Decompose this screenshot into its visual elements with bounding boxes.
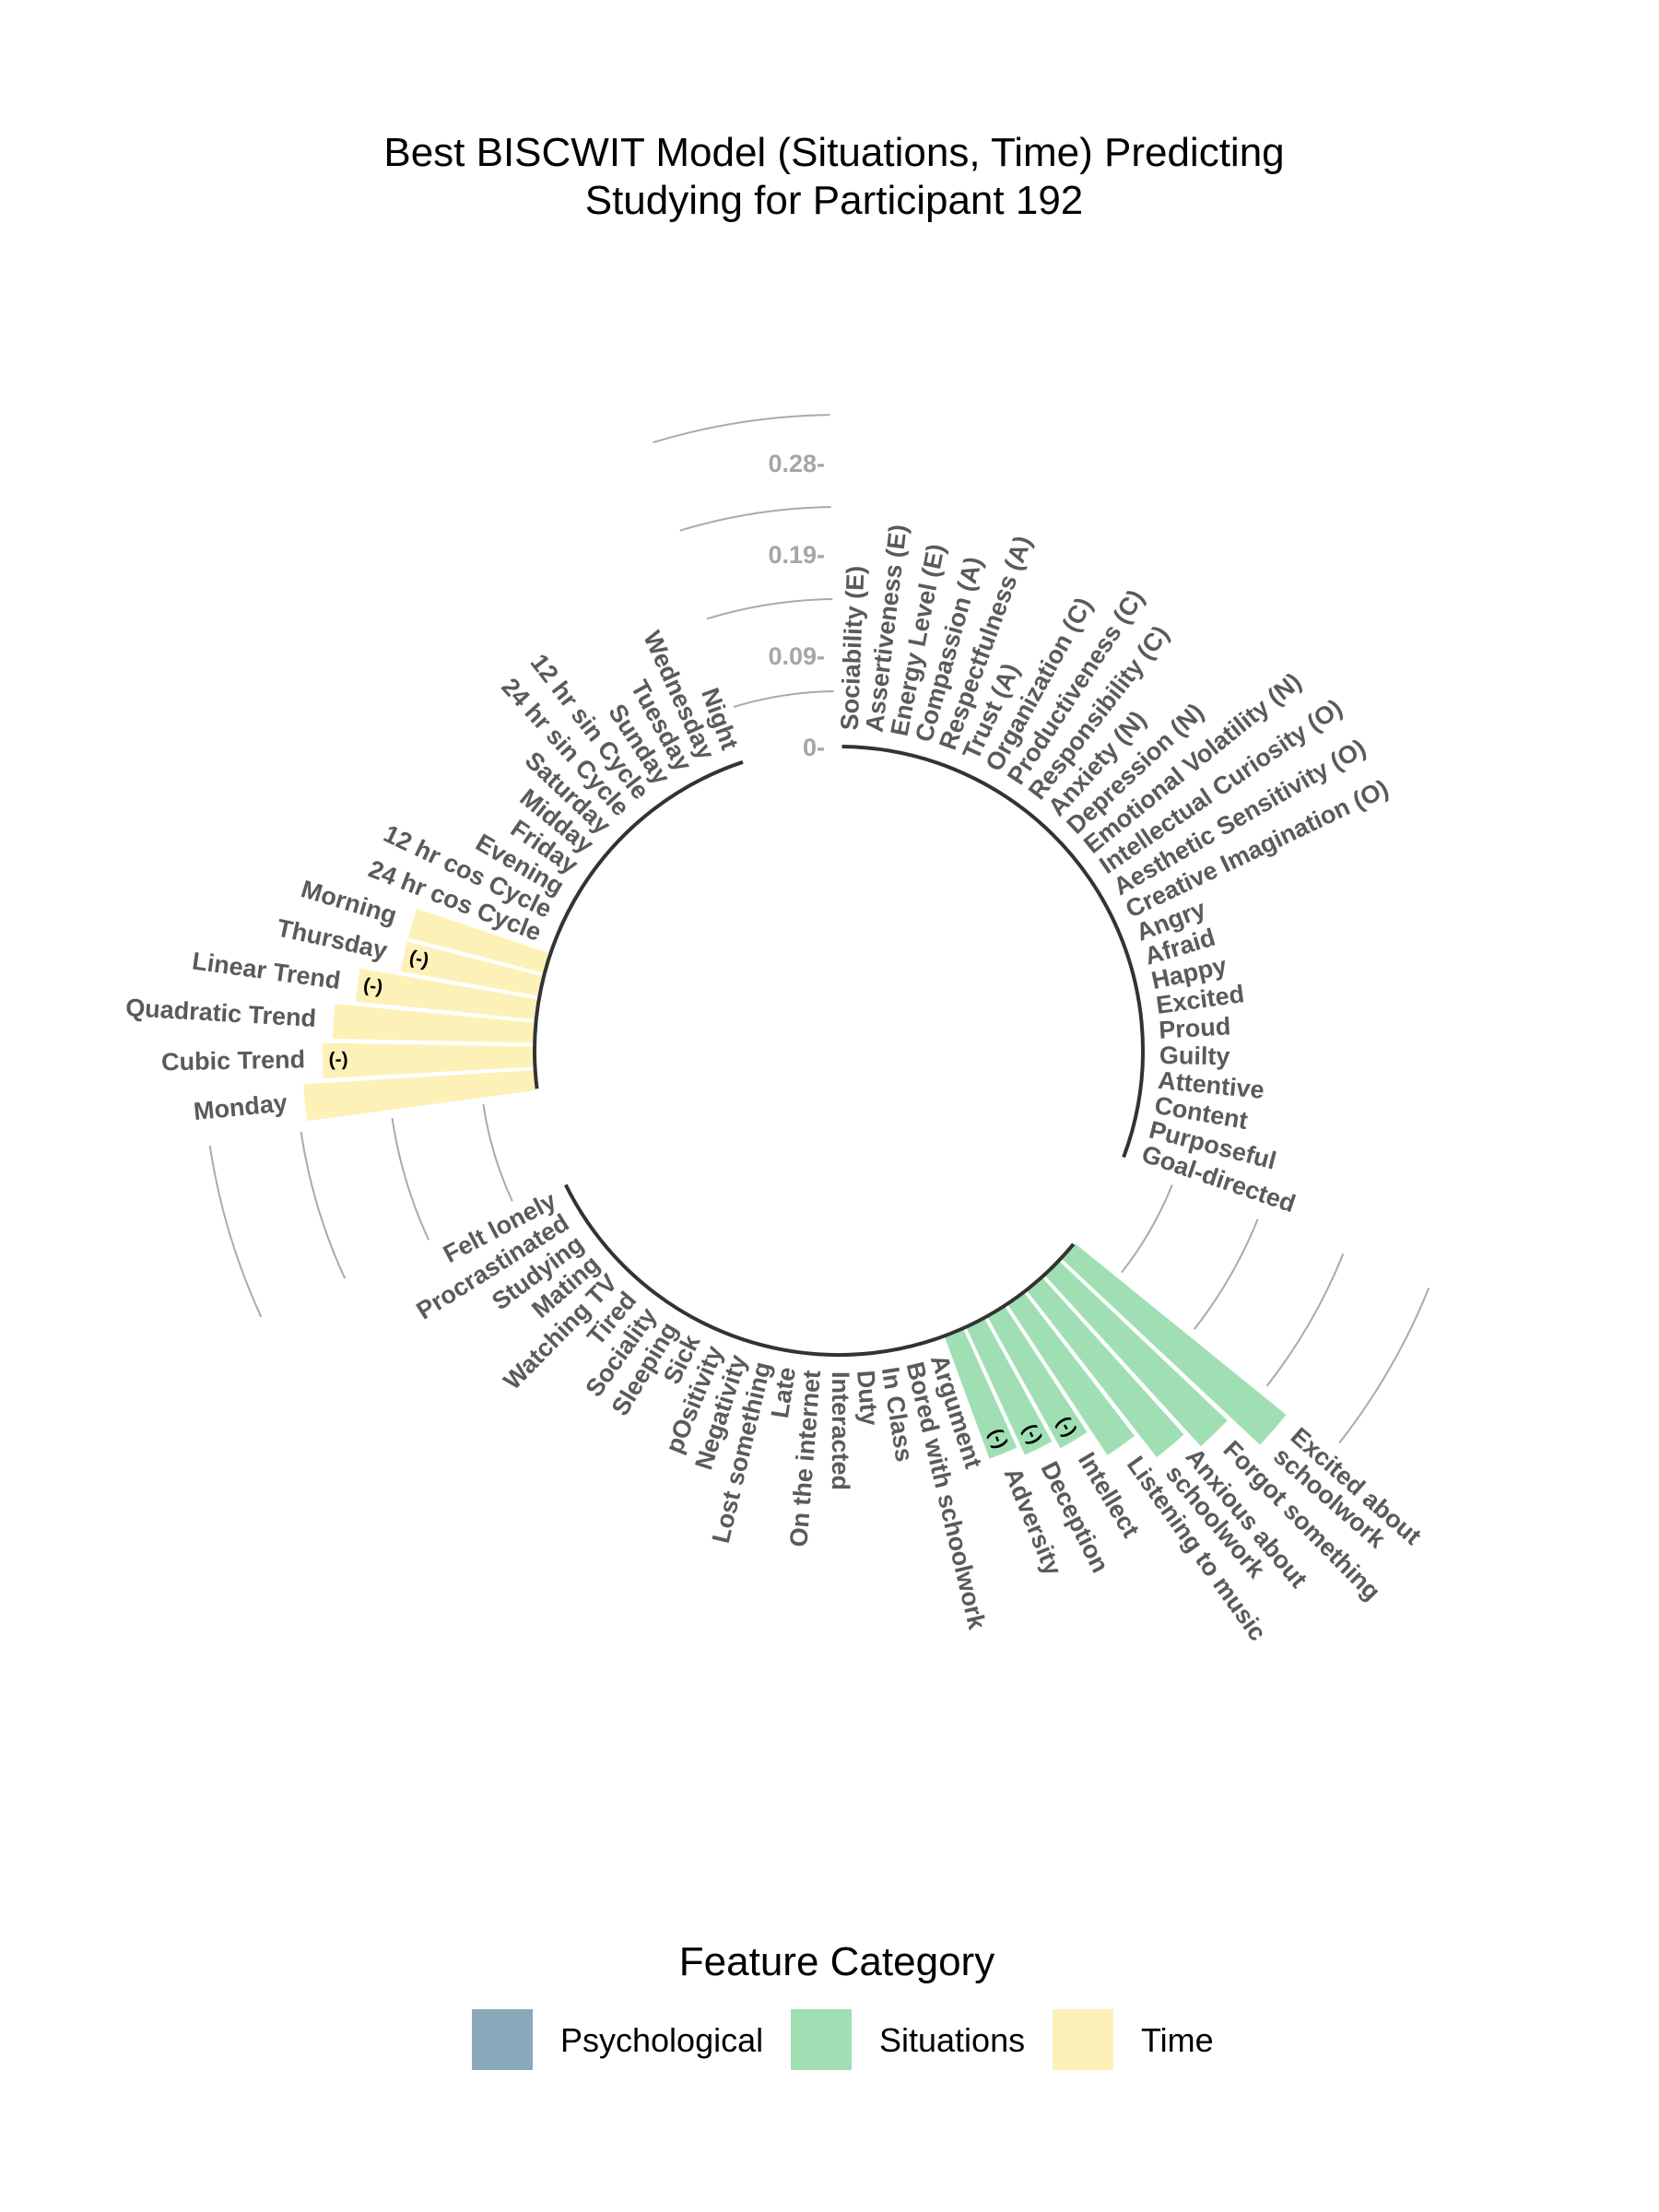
negative-marker-time-3: (-): [362, 974, 384, 998]
gap-grid-arc-situations-4: [208, 1145, 263, 1318]
legend-swatch-psychological: [472, 2009, 533, 2070]
negative-marker-time-4: (-): [407, 947, 430, 971]
gap-grid-arc-time-3: [679, 506, 831, 532]
polar-plot: Sociability (E)Assertiveness (E)Energy L…: [124, 414, 1430, 1646]
gap-grid-arc-time-2: [706, 598, 833, 620]
gap-grid-arc-psychological-2: [1193, 1218, 1259, 1330]
negative-marker-time-1: (-): [328, 1049, 347, 1070]
scale-tick-1: 0.09-: [768, 642, 825, 670]
legend: Feature Category Psychological Situations…: [472, 1939, 1214, 2070]
legend-label-time: Time: [1141, 2021, 1214, 2059]
scale-tick-2: 0.19-: [768, 541, 825, 569]
chart-title-line2: Studying for Participant 192: [585, 178, 1084, 223]
gap-grid-arc-time-4: [653, 414, 830, 444]
gap-grid-arc-psychological-4: [1338, 1288, 1430, 1444]
legend-label-situations: Situations: [879, 2021, 1025, 2059]
feature-label-psychological-19: Proud: [1158, 1012, 1231, 1043]
gap-grid-arc-time-1: [733, 690, 834, 708]
group-arc-time: [533, 759, 744, 1089]
legend-swatch-time: [1053, 2009, 1113, 2070]
feature-label-situations-10: Duty: [852, 1370, 884, 1427]
group-arc-psychological: [841, 745, 1146, 1159]
feature-label-time-3: Linear Trend: [191, 947, 343, 994]
gap-grid-arc-psychological-3: [1265, 1253, 1345, 1387]
chart-title-line1: Best BISCWIT Model (Situations, Time) Pr…: [383, 130, 1284, 175]
gap-grid-arc-situations-2: [391, 1117, 429, 1241]
feature-label-time-2: Quadratic Trend: [124, 994, 316, 1032]
scale-tick-3: 0.28-: [768, 450, 825, 477]
group-arc-situations: [564, 1183, 1076, 1357]
gap-grid-arc-psychological-1: [1121, 1184, 1173, 1274]
feature-label-situations-11: Interacted: [827, 1371, 854, 1490]
legend-title: Feature Category: [679, 1939, 994, 1984]
feature-label-time-1: Cubic Trend: [161, 1045, 306, 1076]
gap-grid-arc-situations-3: [300, 1131, 347, 1279]
legend-swatch-situations: [791, 2009, 852, 2070]
feature-label-time-0: Monday: [193, 1088, 288, 1125]
feature-label-psychological-0: Sociability (E): [836, 565, 870, 731]
legend-label-psychological: Psychological: [560, 2021, 763, 2059]
feature-label-psychological-20: Guilty: [1159, 1041, 1230, 1070]
gap-grid-arc-situations-1: [482, 1104, 513, 1202]
scale-tick-0: 0-: [803, 734, 825, 761]
